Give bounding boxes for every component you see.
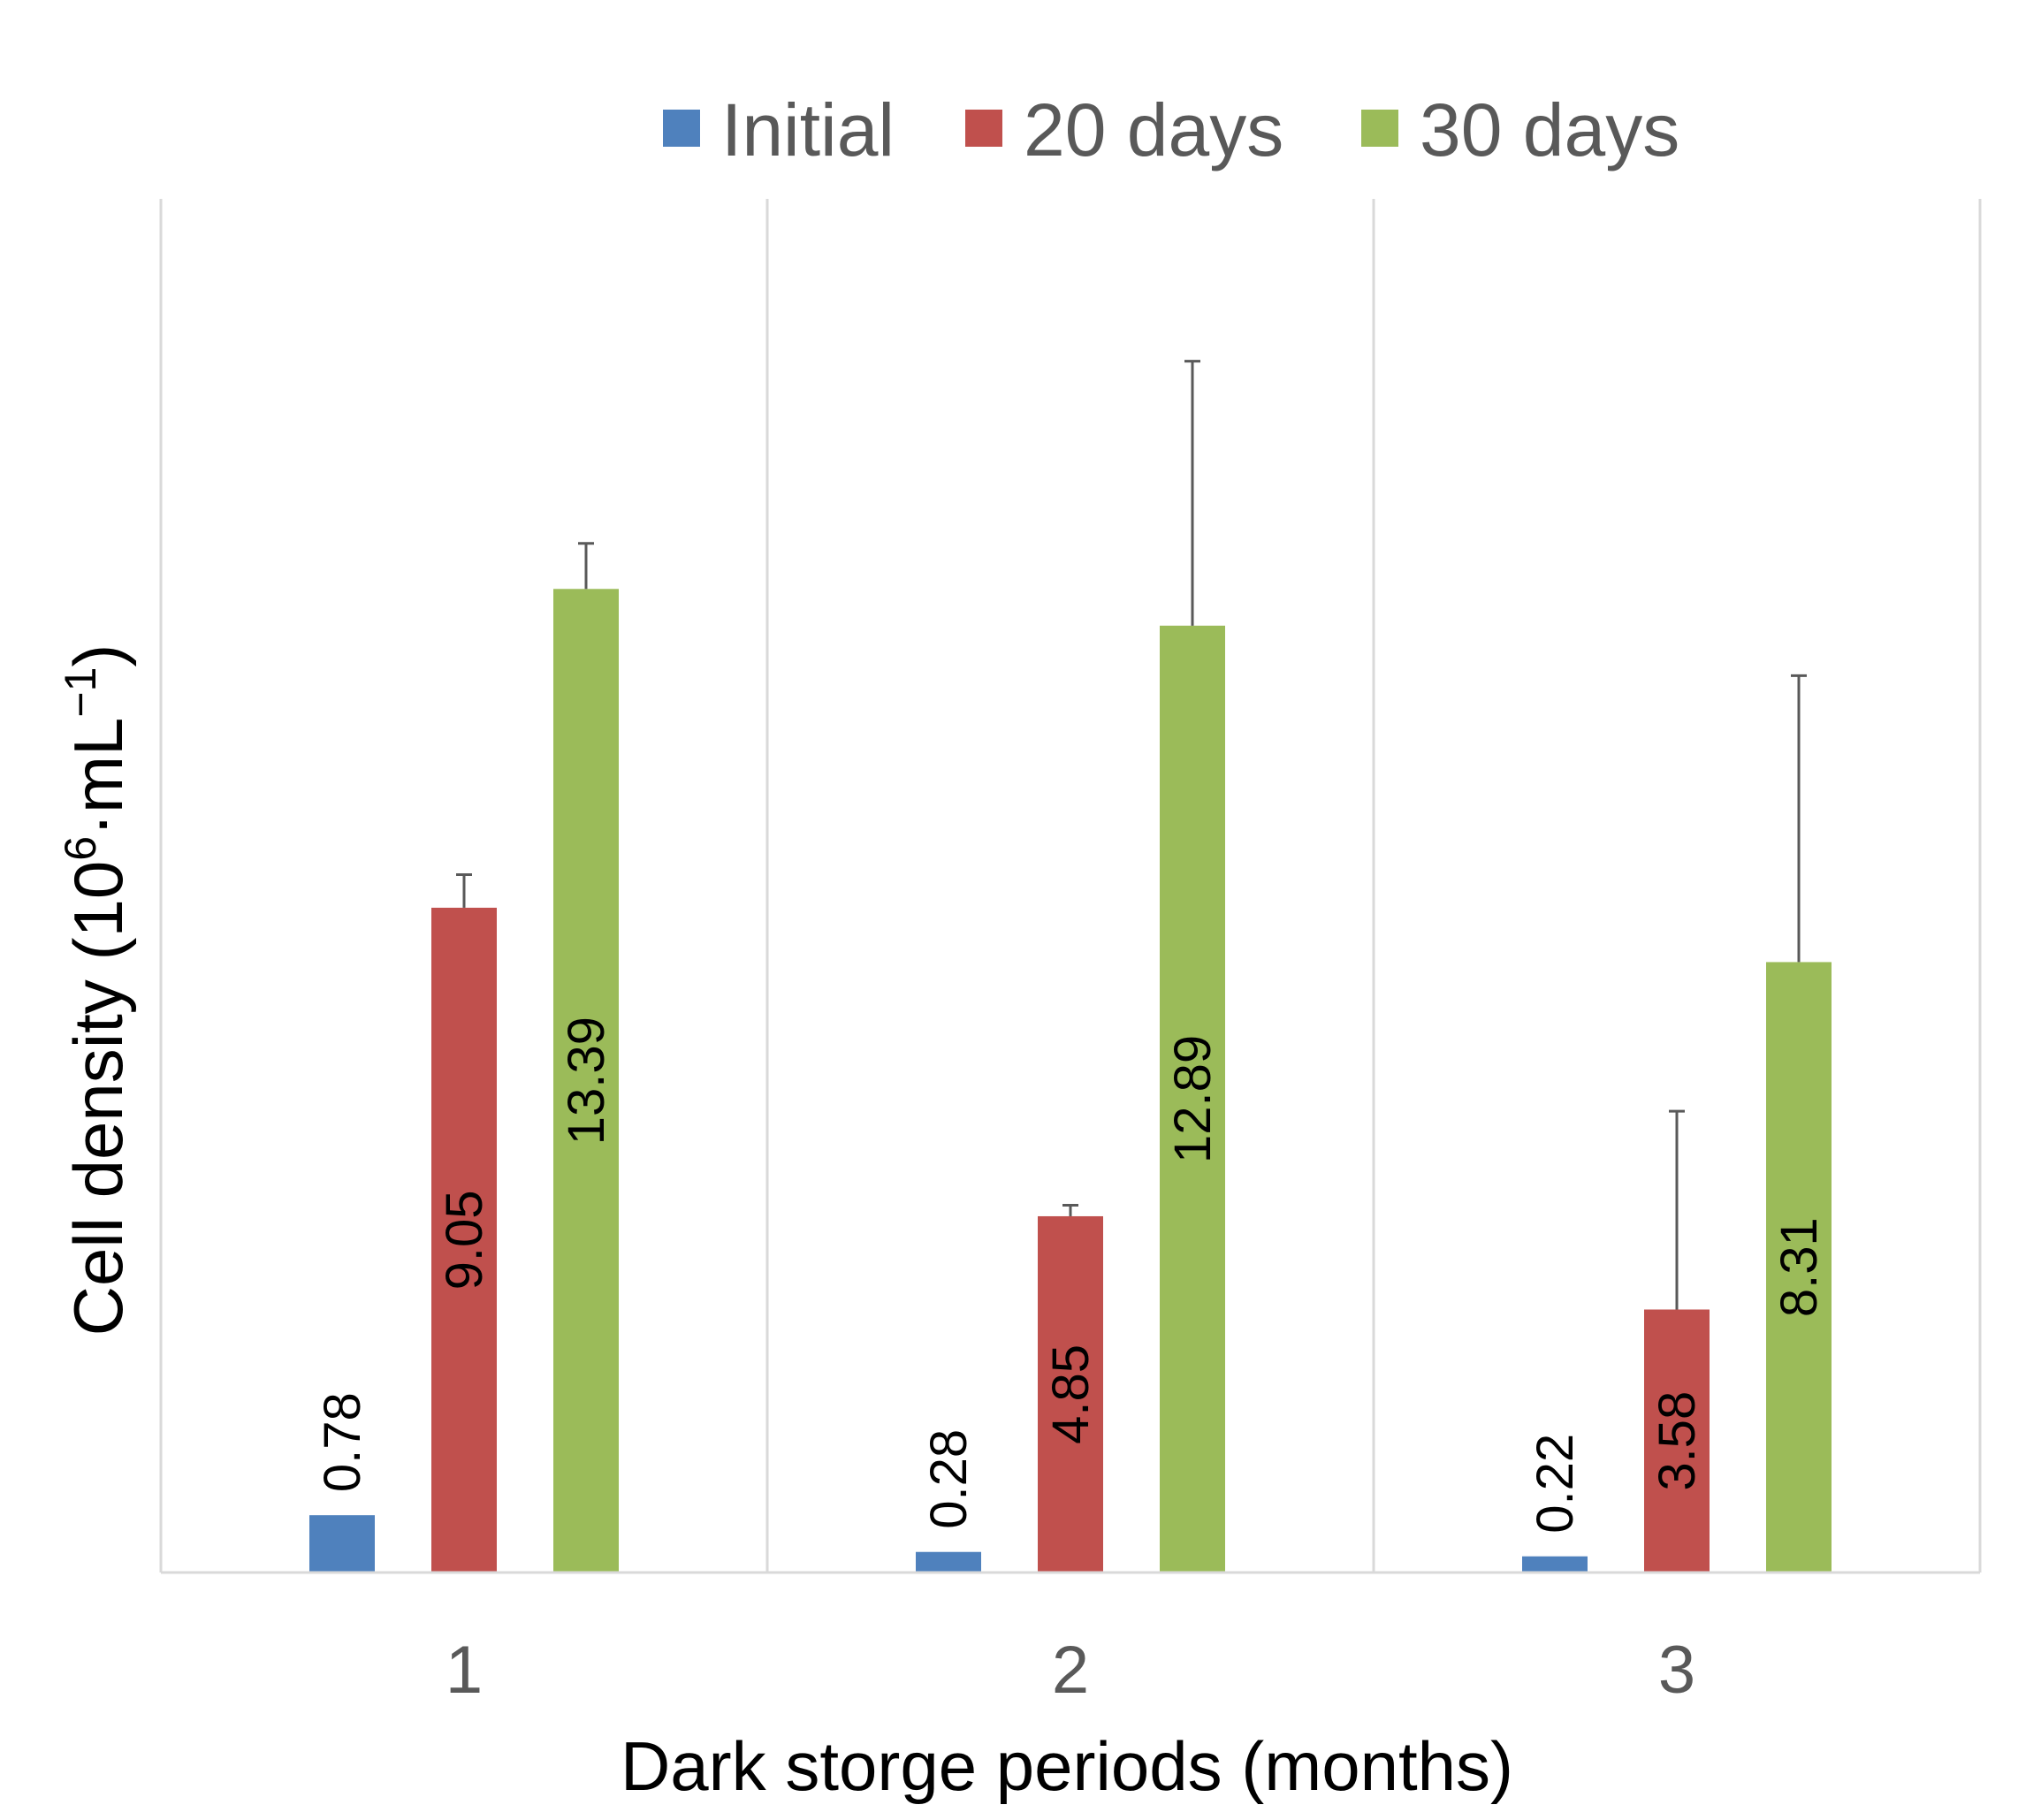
data-label: 4.85 [1042,1344,1100,1444]
y-axis-title-end: ) [59,644,137,667]
legend-label: 20 days [1024,88,1283,171]
legend-label: 30 days [1420,88,1679,171]
legend-swatch [663,110,700,147]
data-label: 8.31 [1771,1217,1828,1317]
x-tick-label: 1 [446,1633,483,1708]
bar [1038,1215,1103,1573]
legend: Initial 20 days 30 days [663,88,1679,171]
bar [309,1515,375,1573]
data-label: 9.05 [436,1191,493,1291]
y-axis-title-mid: ·mL [59,718,137,836]
y-axis-title-sup-1: 6 [56,836,105,861]
y-axis-title-main: Cell density (10 [59,861,137,1336]
bar [916,1551,981,1573]
data-label: 0.22 [1527,1434,1584,1534]
legend-label: Initial [721,88,895,171]
bar [1522,1556,1588,1573]
bar [1766,962,1832,1573]
bar [431,907,497,1573]
category-separators [159,199,1982,1573]
data-label: 0.28 [920,1429,978,1529]
data-label: 3.58 [1649,1391,1706,1491]
legend-swatch [1361,110,1398,147]
y-axis-title-sup-2: −1 [56,667,105,718]
bars [309,589,1832,1573]
legend-swatch [965,110,1002,147]
x-axis-title: Dark storge periods (months) [621,1727,1513,1805]
bar [1644,1309,1710,1573]
x-tick-label: 3 [1658,1633,1695,1708]
y-axis-title: Cell density (106·mL−1) [56,644,137,1336]
error-bars [456,360,1807,1310]
data-labels: 0.78 9.05 13.39 0.28 4.85 12.89 0.22 3.58 8.31 [314,1017,1828,1534]
x-tick-labels: 1 2 3 [446,1633,1695,1708]
bar [553,589,619,1573]
x-tick-label: 2 [1052,1633,1089,1708]
data-label: 13.39 [558,1017,615,1145]
data-label: 12.89 [1164,1035,1222,1163]
data-label: 0.78 [314,1392,371,1492]
bar [1160,625,1225,1573]
